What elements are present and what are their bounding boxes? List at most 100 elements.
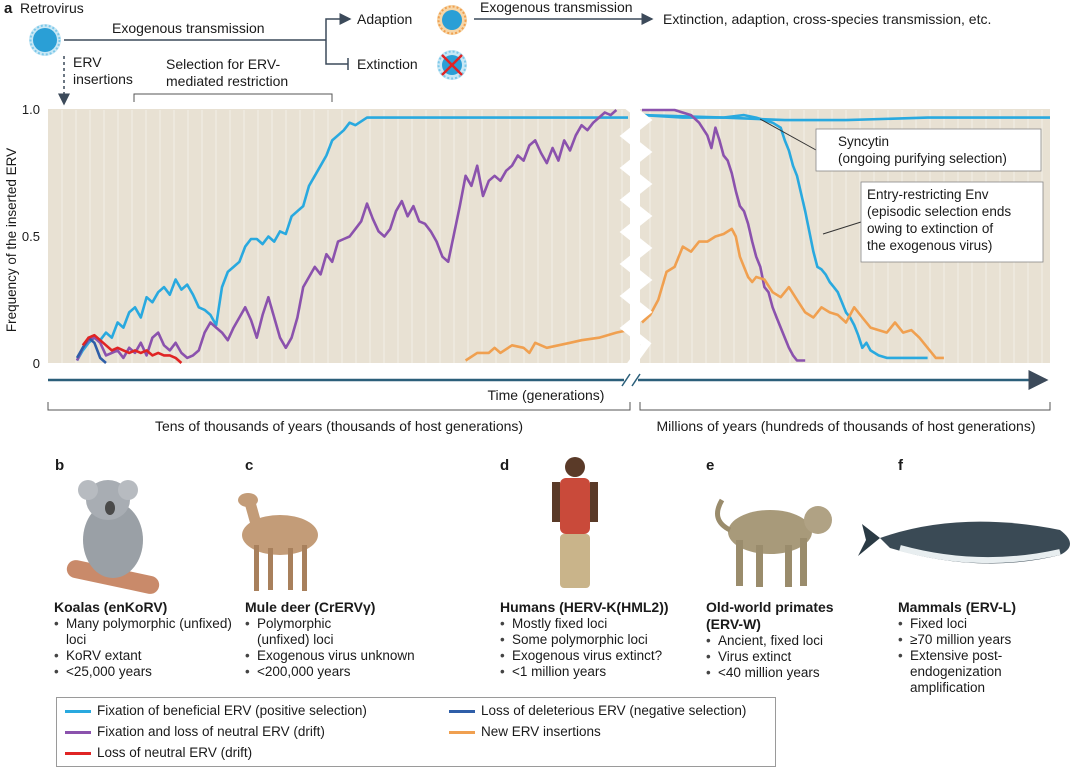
- bracket-right: [639, 402, 1051, 411]
- exogenous-transmission-label: Exogenous transmission: [112, 20, 265, 36]
- panel-f-title: Mammals (ERV-L): [898, 599, 1016, 615]
- human-illustration: [552, 457, 598, 588]
- extinction-label: Extinction: [357, 56, 418, 72]
- chart-series: [75, 108, 1050, 364]
- panel-b-item: <25,000 years: [54, 664, 239, 680]
- extinction-line: [325, 40, 348, 65]
- series-line-left-0: [75, 116, 628, 362]
- bracket-left: [47, 402, 631, 411]
- panel-f-item: ≥70 million years: [898, 632, 1048, 648]
- adapted-virus-icon: [437, 5, 467, 35]
- env-box: [860, 181, 1044, 263]
- panel-b-label: b: [55, 457, 65, 474]
- y-tick-05: 0.5: [22, 229, 40, 244]
- panel-d-item: <1 million years: [500, 664, 705, 680]
- series-line-left-3: [81, 333, 183, 364]
- deer-illustration: [238, 493, 318, 591]
- panel-c-item: Polymorphic (unfixed) loci: [245, 616, 367, 648]
- koala-illustration: [66, 480, 160, 594]
- legend-swatch: [449, 731, 475, 734]
- retrovirus-label: Retrovirus: [20, 0, 84, 16]
- panel-b-title: Koalas (enKoRV): [54, 599, 168, 615]
- bracket-left-label: Tens of thousands of years (thousands of…: [155, 418, 523, 434]
- y-tick-1: 1.0: [22, 102, 40, 117]
- outcomes-label: Extinction, adaption, cross-species tran…: [663, 11, 991, 27]
- series-line-right-5: [641, 113, 928, 360]
- y-axis-label: Frequency of the inserted ERV: [4, 148, 19, 332]
- erv-insertions-line2: insertions: [73, 71, 133, 87]
- panel-e-item: Virus extinct: [706, 649, 866, 665]
- selection-line1: Selection for ERV-: [166, 56, 280, 72]
- selection-line2: mediated restriction: [166, 73, 288, 89]
- adaption-label: Adaption: [357, 11, 412, 27]
- series-line-right-8: [641, 227, 944, 360]
- panel-d-label: d: [500, 457, 510, 474]
- env-line3: owing to extinction of: [867, 221, 993, 236]
- legend-label: Loss of neutral ERV (drift): [97, 745, 253, 760]
- panel-c-label: c: [245, 457, 254, 474]
- env-leader: [822, 221, 862, 235]
- syncytin-line1: Syncytin: [838, 134, 889, 149]
- legend: Fixation of beneficial ERV (positive sel…: [56, 697, 776, 767]
- panel-e-item: Ancient, fixed loci: [706, 633, 866, 649]
- y-tick-0: 0: [33, 356, 40, 371]
- legend-swatch: [65, 710, 91, 713]
- whale-illustration: [858, 521, 1070, 564]
- panel-a-label: a: [4, 0, 13, 17]
- legend-swatch: [65, 731, 91, 734]
- legend-swatch: [449, 710, 475, 713]
- legend-swatch: [65, 752, 91, 755]
- panel-d-title: Humans (HERV-K(HML2)): [500, 599, 669, 615]
- exogenous-transmission-2-label: Exogenous transmission: [480, 0, 633, 15]
- time-axis-break-1: [621, 373, 631, 387]
- panel-b-item: KoRV extant: [54, 648, 239, 664]
- axis-break: [619, 102, 653, 369]
- panel-e-title: Old-world primates (ERV-W): [706, 599, 834, 632]
- syncytin-leader: [759, 118, 817, 151]
- syncytin-line2: (ongoing purifying selection): [838, 151, 1007, 166]
- series-line-right-6: [641, 113, 1050, 122]
- legend-label: Fixation and loss of neutral ERV (drift): [97, 724, 325, 739]
- selection-bracket: [133, 93, 333, 102]
- panel-d-item: Mostly fixed loci: [500, 616, 705, 632]
- erv-insertions-line1: ERV: [73, 54, 102, 70]
- bracket-right-label: Millions of years (hundreds of thousands…: [657, 418, 1036, 434]
- time-axis-gap: [624, 372, 638, 388]
- panel-c-item: <200,000 years: [245, 664, 460, 680]
- syncytin-box: [815, 128, 1042, 172]
- extinct-virus-icon: [437, 50, 467, 80]
- panel-e-label: e: [706, 457, 715, 474]
- panel-f-item: Fixed loci: [898, 616, 1048, 632]
- panel-f-label: f: [898, 457, 903, 474]
- legend-item: Loss of neutral ERV (drift): [57, 744, 252, 762]
- panel-d-item: Some polymorphic loci: [500, 632, 705, 648]
- panel-e-item: <40 million years: [706, 665, 866, 681]
- time-axis-break-2: [631, 373, 641, 387]
- panel-e-text: Old-world primates (ERV-W) Ancient, fixe…: [706, 599, 866, 681]
- panel-b-item: Many polymorphic (unfixed) loci: [54, 616, 239, 648]
- panel-d-text: Humans (HERV-K(HML2)) Mostly fixed loci …: [500, 599, 705, 680]
- panel-f-item: Extensive post-endogenization amplificat…: [898, 648, 1025, 696]
- env-line1: Entry-restricting Env: [867, 187, 989, 202]
- plot-area-left: [48, 109, 630, 363]
- panel-f-text: Mammals (ERV-L) Fixed loci ≥70 million y…: [898, 599, 1048, 696]
- legend-item: Fixation and loss of neutral ERV (drift): [57, 723, 325, 741]
- retrovirus-icon: [29, 24, 61, 56]
- legend-label: New ERV insertions: [481, 724, 601, 739]
- x-axis-label: Time (generations): [488, 387, 605, 403]
- legend-label: Fixation of beneficial ERV (positive sel…: [97, 703, 367, 718]
- panel-c-item: Exogenous virus unknown: [245, 648, 460, 664]
- legend-label: Loss of deleterious ERV (negative select…: [481, 703, 747, 718]
- panel-c-text: Mule deer (CrERVγ) Polymorphic (unfixed)…: [245, 599, 460, 680]
- panel-d-item: Exogenous virus extinct?: [500, 648, 705, 664]
- adaption-arrow: [325, 13, 352, 40]
- series-line-right-7: [642, 108, 806, 362]
- legend-item: Fixation of beneficial ERV (positive sel…: [57, 702, 367, 720]
- env-line4: the exogenous virus): [867, 238, 992, 253]
- legend-item: New ERV insertions: [441, 723, 601, 741]
- panel-c-title: Mule deer (CrERVγ): [245, 599, 376, 615]
- series-line-left-1: [75, 109, 618, 362]
- series-line-left-4: [464, 328, 629, 362]
- env-line2: (episodic selection ends: [867, 204, 1011, 219]
